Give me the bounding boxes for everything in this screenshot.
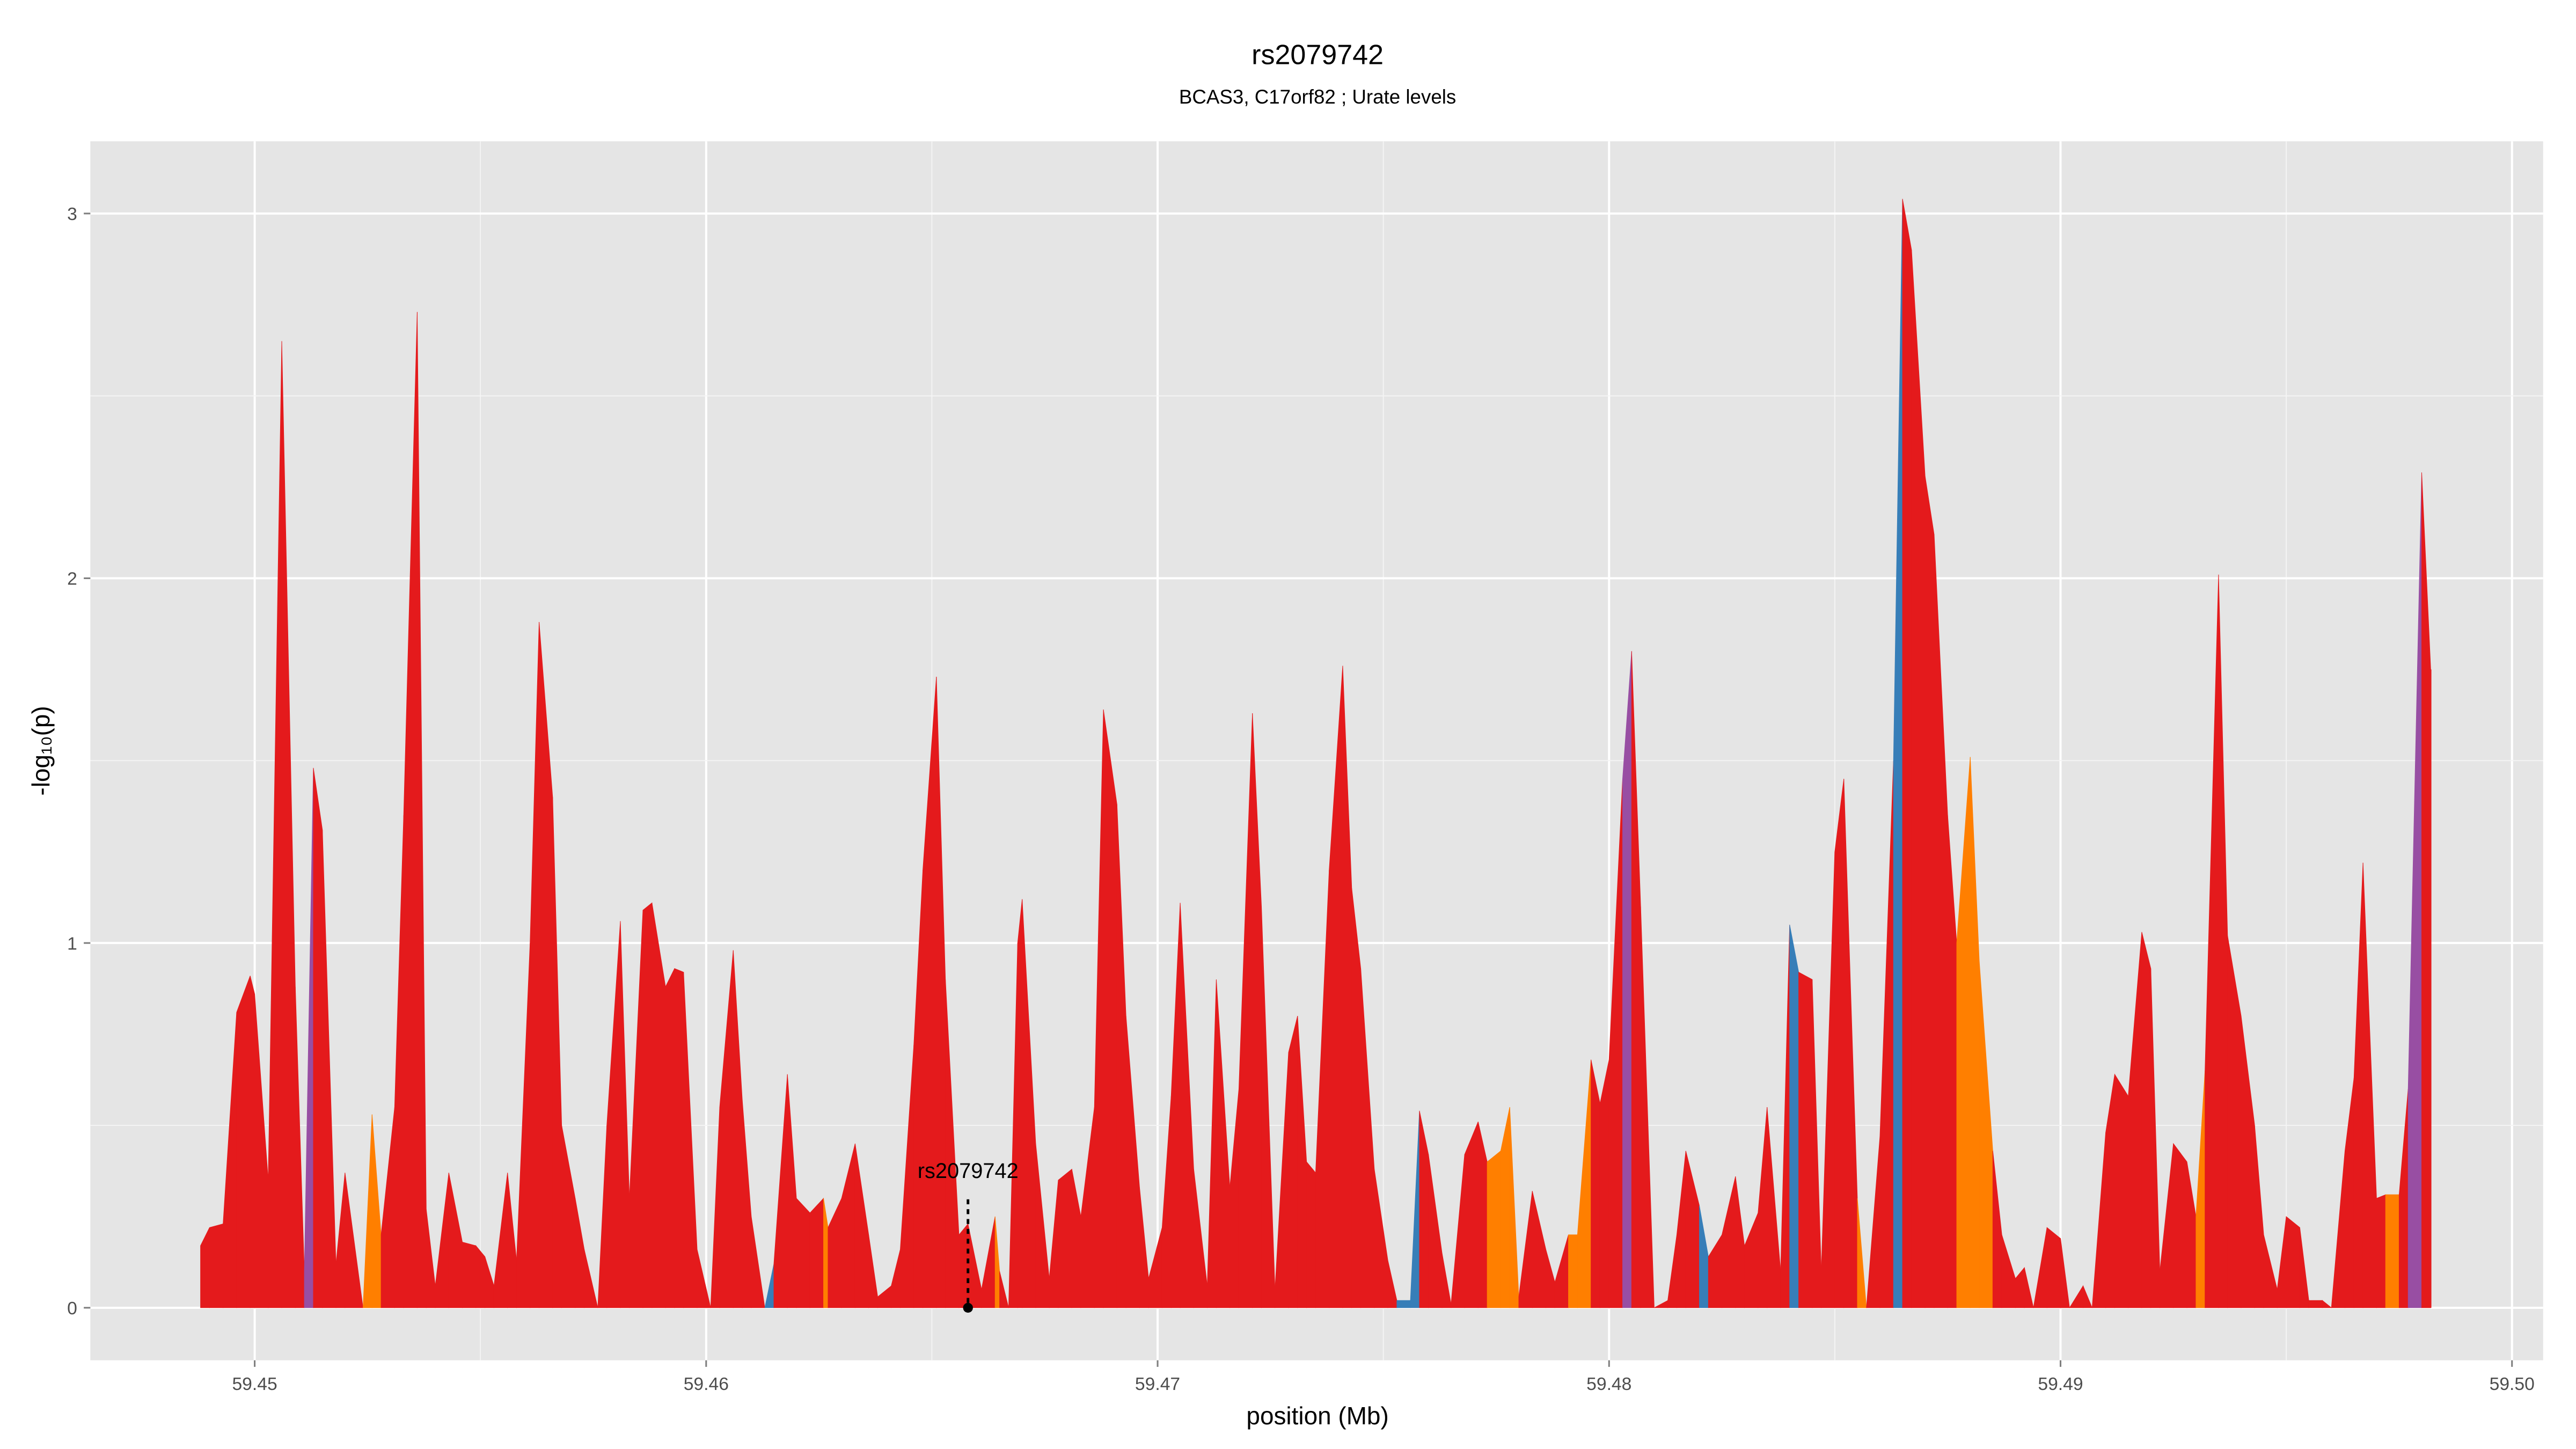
area-segment [2024, 1267, 2034, 1308]
area-segment [1017, 899, 1023, 1308]
area-segment [462, 1241, 477, 1308]
area-segment [999, 1271, 1009, 1308]
area-segment [2308, 1300, 2323, 1308]
area-segment [958, 1223, 969, 1308]
area-segment [2385, 1194, 2399, 1308]
grid [90, 141, 2543, 1360]
area-segment [2322, 1300, 2332, 1308]
area-segment [584, 1249, 598, 1308]
area-segment [1834, 779, 1845, 1308]
y-tick-label: 3 [67, 204, 77, 224]
y-tick-label: 2 [67, 569, 77, 589]
x-tick-label: 59.50 [2490, 1374, 2535, 1394]
area-segment [2060, 1238, 2070, 1308]
area-segment [2046, 1227, 2061, 1308]
area-segment [796, 1197, 810, 1308]
area-segment [1058, 1168, 1072, 1308]
area-segment [1857, 1198, 1867, 1308]
area-segment [751, 1216, 765, 1308]
area-segment [1640, 906, 1655, 1308]
area-segment [1591, 1059, 1600, 1308]
area-segment [345, 1173, 363, 1308]
area-segment [1568, 1234, 1578, 1308]
area-segment [1396, 1300, 1411, 1308]
x-tick-label: 59.49 [2038, 1374, 2083, 1394]
area-segment [1798, 971, 1813, 1308]
chart-subtitle: BCAS3, C17orf82 ; Urate levels [1179, 86, 1456, 108]
area-segment [1464, 1122, 1479, 1308]
axes: 59.45 59.46 59.47 59.48 59.49 59.50 0 1 2 3 [67, 204, 2535, 1394]
area-segment [1902, 199, 1912, 1308]
x-tick-label: 59.46 [684, 1374, 729, 1394]
area-segment [642, 902, 653, 1308]
area-segment [1599, 1059, 1609, 1308]
area-segment [1924, 476, 1935, 1308]
area-segment [2173, 1143, 2187, 1308]
y-axis-title: -log₁₀(p) [27, 706, 55, 795]
x-tick-label: 59.48 [1586, 1374, 1631, 1394]
y-tick-label: 1 [67, 934, 77, 954]
x-tick-label: 59.47 [1135, 1374, 1180, 1394]
x-axis-title: position (Mb) [1246, 1402, 1388, 1430]
chart-title: rs2079742 [1252, 39, 1384, 70]
area-segment [475, 1245, 486, 1308]
area-segment [1487, 1150, 1501, 1308]
annotation-label: rs2079742 [918, 1159, 1019, 1183]
area-segment [2083, 1285, 2093, 1308]
area-segment [2141, 932, 2151, 1308]
area-segment [2286, 1216, 2300, 1308]
area-segment [1103, 709, 1117, 1308]
area-segment [1306, 1161, 1316, 1308]
area-segment [2114, 1073, 2129, 1308]
area-segment [1789, 925, 1799, 1308]
marks: rs2079742 [200, 199, 2432, 1313]
area-segment [809, 1197, 824, 1308]
area-segment [209, 1223, 224, 1308]
area-segment [250, 976, 255, 1308]
area-segment [2376, 1194, 2386, 1308]
area-segment [674, 968, 684, 1308]
y-tick-label: 0 [67, 1299, 77, 1319]
area-segment [313, 767, 323, 1308]
area-segment [697, 1249, 711, 1308]
area-segment [236, 976, 251, 1308]
area-segment [1288, 1015, 1298, 1308]
x-tick-label: 59.45 [232, 1374, 277, 1394]
area-segment [665, 968, 675, 1308]
annotation-point [963, 1302, 973, 1313]
